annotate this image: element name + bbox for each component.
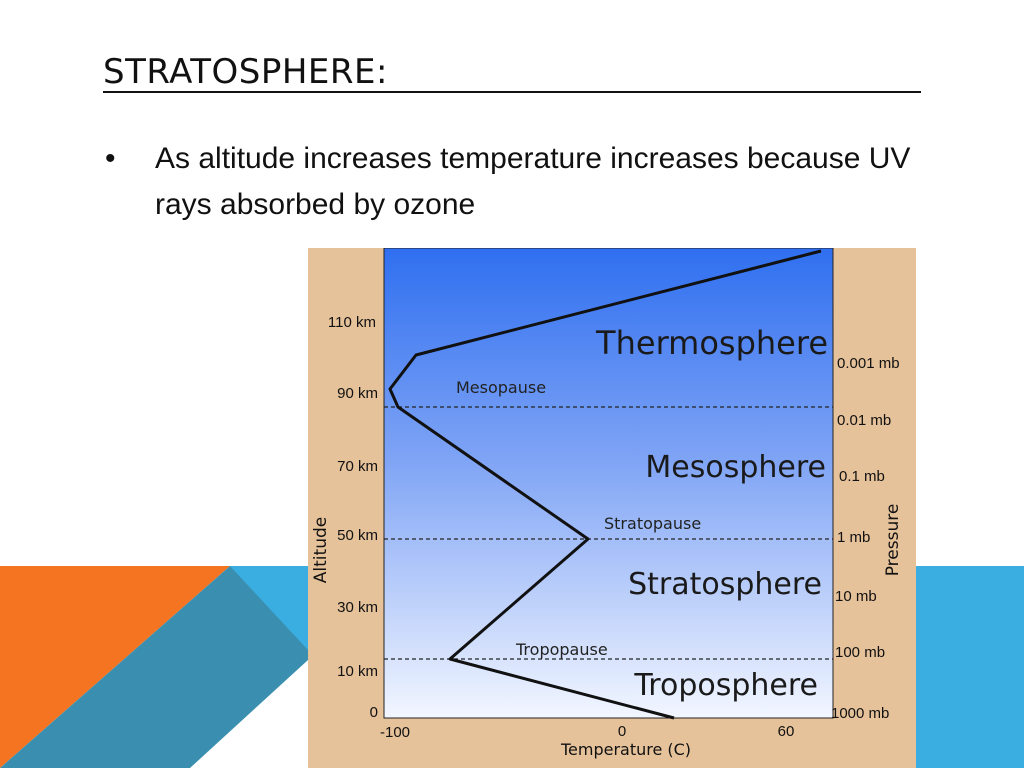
bullet-marker: •	[105, 142, 116, 175]
pressure-tick-label: 0.01 mb	[837, 412, 891, 429]
bullet-text: As altitude increases temperature increa…	[155, 142, 911, 221]
altitude-axis-label: Altitude	[311, 517, 331, 583]
temperature-tick-label: 0	[618, 723, 626, 740]
stratosphere-label: Stratosphere	[628, 567, 822, 602]
altitude-tick-label: 50 km	[337, 527, 378, 544]
tropopause-label: Tropopause	[515, 640, 608, 659]
pressure-tick-label: 10 mb	[835, 588, 877, 605]
temperature-axis-label: Temperature (C)	[560, 740, 691, 759]
temperature-axis: -100 0 60	[380, 723, 794, 741]
pressure-tick-label: 100 mb	[835, 644, 885, 661]
altitude-tick-label: 90 km	[337, 385, 378, 402]
mesosphere-label: Mesosphere	[645, 450, 826, 485]
altitude-tick-label: 10 km	[337, 663, 378, 680]
altitude-tick-label: 30 km	[337, 599, 378, 616]
pressure-tick-label: 0.001 mb	[837, 355, 900, 372]
altitude-tick-label: 0	[370, 704, 378, 721]
stratopause-label: Stratopause	[604, 514, 701, 533]
pressure-axis-label: Pressure	[883, 504, 903, 577]
blue-shape-right	[916, 566, 1024, 768]
atmosphere-plot-area	[383, 248, 834, 719]
temperature-profile-line	[388, 249, 822, 720]
atmosphere-diagram: Thermosphere Mesopause Mesosphere Strato…	[308, 248, 916, 768]
pressure-axis: 0.001 mb 0.01 mb 0.1 mb 1 mb 10 mb 100 m…	[831, 355, 900, 722]
pressure-tick-label: 1000 mb	[831, 705, 889, 722]
pressure-tick-label: 0.1 mb	[839, 468, 885, 485]
troposphere-label: Troposphere	[633, 668, 818, 703]
altitude-axis: 110 km 90 km 70 km 50 km 30 km 10 km 0	[328, 314, 378, 721]
temperature-tick-label: -100	[380, 724, 410, 741]
altitude-tick-label: 110 km	[328, 314, 376, 331]
mesopause-label: Mesopause	[456, 378, 546, 397]
blue-shape-left	[230, 566, 308, 650]
teal-shape	[0, 566, 308, 768]
temperature-tick-label: 60	[778, 723, 795, 740]
altitude-tick-label: 70 km	[337, 458, 378, 475]
pressure-tick-label: 1 mb	[837, 529, 870, 546]
slide-title: STRATOSPHERE:	[103, 52, 388, 92]
thermosphere-label: Thermosphere	[595, 324, 828, 362]
title-underline	[103, 91, 921, 93]
